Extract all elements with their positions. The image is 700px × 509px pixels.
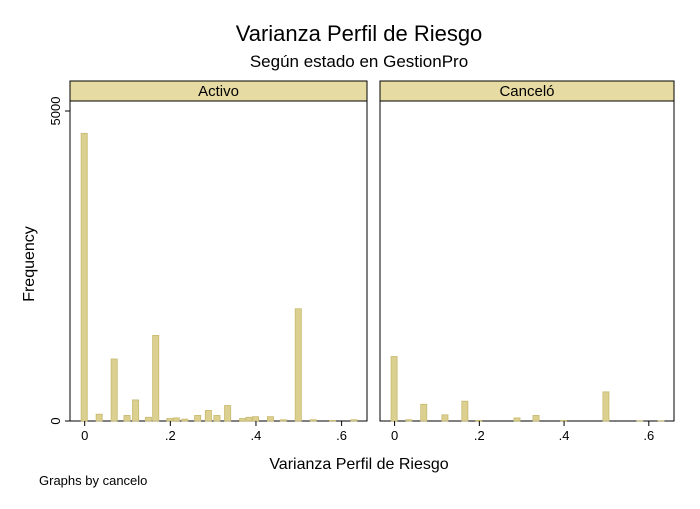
- histogram-bar: [602, 391, 610, 422]
- x-tick-label: 0: [81, 428, 88, 443]
- histogram-bar: [110, 358, 118, 422]
- panel-activo: Activo 0 .2 .4 .6 0 5000: [48, 80, 368, 443]
- histogram-bar: [294, 308, 302, 422]
- y-axis-label: Frequency: [21, 226, 38, 302]
- histogram-bar: [224, 405, 232, 422]
- plot-area: [379, 100, 675, 422]
- histogram-bar: [309, 419, 317, 422]
- histogram-bar: [152, 335, 160, 422]
- y-tick-label: 0: [48, 417, 63, 424]
- panel-cancelo: Canceló 0 .2 .4 .6: [379, 80, 675, 443]
- histogram-bar: [239, 418, 247, 422]
- histogram-bar: [181, 418, 189, 422]
- histogram-bar: [390, 356, 398, 422]
- x-tick-label: .4: [559, 428, 570, 443]
- histogram-bar: [166, 418, 174, 422]
- histogram-bar: [532, 415, 540, 422]
- chart-subtitle: Según estado en GestionPro: [250, 52, 468, 71]
- histogram-bar: [475, 419, 483, 422]
- histogram-bar: [513, 417, 521, 422]
- x-tick-label: .4: [251, 428, 262, 443]
- histogram-bar: [441, 414, 449, 422]
- x-tick-label: .6: [336, 428, 347, 443]
- histogram-bar: [172, 417, 180, 422]
- histogram-bar: [279, 419, 287, 422]
- chart-title: Varianza Perfil de Riesgo: [236, 21, 483, 46]
- x-tick-label: .6: [643, 428, 654, 443]
- histogram-bar: [461, 400, 469, 422]
- graphs-by-note: Graphs by cancelo: [39, 473, 147, 488]
- histogram-bar: [251, 416, 259, 422]
- histogram-bar: [266, 416, 274, 422]
- x-tick-label: .2: [165, 428, 176, 443]
- histogram-bar: [420, 403, 428, 422]
- histogram-bar: [80, 132, 88, 422]
- histogram-bar: [204, 410, 212, 422]
- histogram-bar: [350, 419, 358, 422]
- histogram-bar: [560, 419, 568, 422]
- plot-area: [69, 100, 368, 422]
- histogram-bar: [132, 399, 140, 422]
- histogram-bar: [405, 419, 413, 422]
- histogram-bar: [329, 419, 337, 422]
- panel-strip-label: Canceló: [499, 83, 554, 100]
- histogram-bar: [123, 415, 131, 422]
- panel-strip-label: Activo: [198, 83, 239, 100]
- x-axis-label: Varianza Perfil de Riesgo: [269, 456, 448, 473]
- y-tick-label: 5000: [48, 97, 63, 126]
- histogram-bar: [144, 416, 152, 422]
- histogram-bar: [194, 415, 202, 422]
- histogram-bar: [95, 413, 103, 422]
- x-tick-label: .2: [474, 428, 485, 443]
- histogram-bar: [213, 415, 221, 422]
- x-tick-label: 0: [391, 428, 398, 443]
- histogram-bar: [245, 416, 253, 422]
